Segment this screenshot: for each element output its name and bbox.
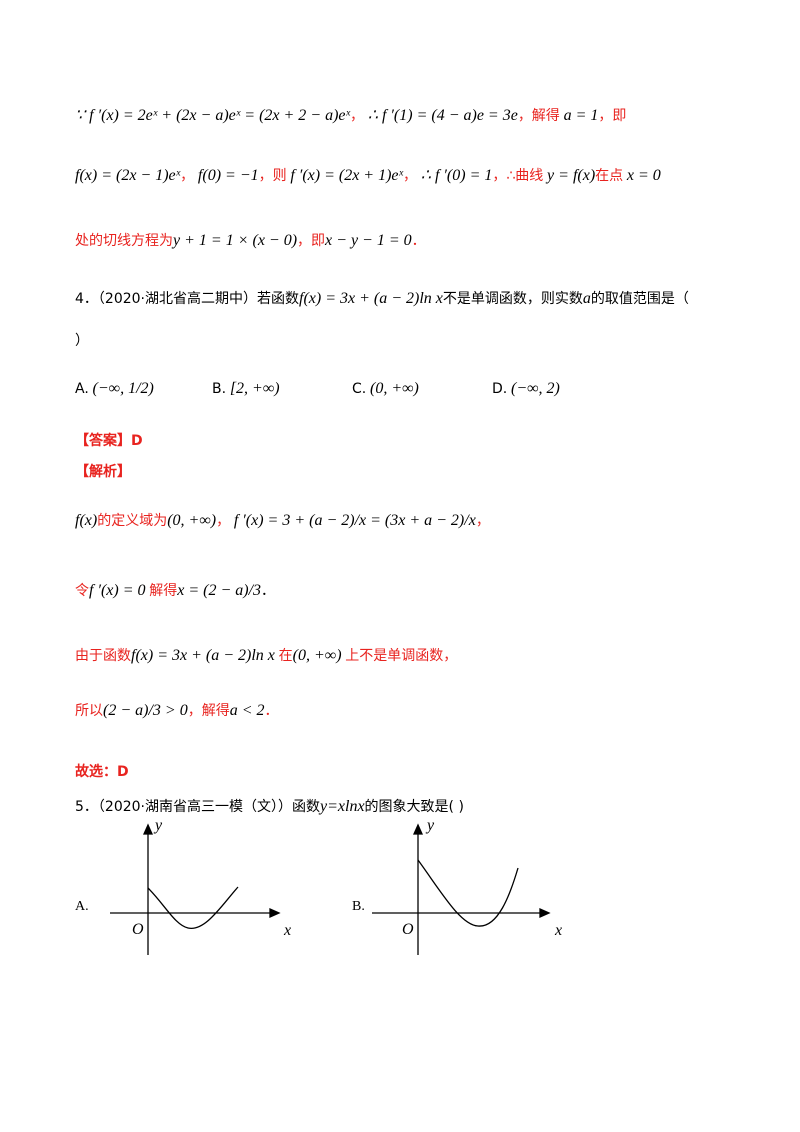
curve <box>417 859 519 927</box>
question-stem: 4．（2020·湖北省高二期中）若函数f(x) = 3x + (a − 2)ln… <box>75 288 689 308</box>
text: ． <box>261 583 276 599</box>
text-line: ∵ f ′(x) = 2eˣ + (2x − a)eˣ = (2x + 2 − … <box>75 105 626 125</box>
option: C. (0, +∞) <box>352 380 419 398</box>
text-line: 所以(2 − a)/3 > 0，解得a < 2． <box>75 700 279 720</box>
axis-label: x <box>283 922 291 939</box>
math: f(x) = 3x + (a − 2)ln x <box>299 290 443 307</box>
math: y + 1 = 1 × (x − 0) <box>173 232 298 249</box>
math: f ′(x) = (2x + 1)eˣ <box>290 167 404 184</box>
text: 4．（2020·湖北省高二期中）若函数 <box>75 291 299 307</box>
text: ，∴曲线 <box>492 168 544 184</box>
arrow <box>412 823 424 835</box>
math: x = 0 <box>626 167 661 184</box>
text: ，即 <box>297 233 326 249</box>
text: ，即 <box>598 108 627 124</box>
text: 的图象大致是( ) <box>364 799 464 815</box>
text: 所以 <box>75 703 103 719</box>
math: a = 1 <box>563 107 599 124</box>
math: (0, +∞) <box>369 380 419 397</box>
math: (0, +∞) <box>167 512 217 529</box>
text-line: 令f ′(x) = 0 解得x = (2 − a)/3． <box>75 580 275 600</box>
origin-label: O <box>132 921 144 938</box>
math: f(0) = −1 <box>197 167 259 184</box>
text: ， <box>475 513 490 529</box>
question-stem: 5．（2020·湖南省高三一模（文））函数y=xlnx的图象大致是( ) <box>75 796 464 816</box>
text: ， <box>216 513 231 529</box>
math: f(x) <box>75 512 98 529</box>
text: 在点 <box>595 168 624 184</box>
option-label: A. <box>75 381 89 397</box>
math: [2, +∞) <box>229 380 280 397</box>
arrow <box>269 907 281 919</box>
text: ， <box>350 108 365 124</box>
text: ，解得 <box>517 108 560 124</box>
answer: 【答案】D <box>75 433 143 449</box>
origin-label: O <box>402 921 414 938</box>
math: (−∞, 1/2) <box>92 380 154 397</box>
text: 的取值范围是（ <box>590 291 689 307</box>
option: D. (−∞, 2) <box>492 380 560 398</box>
conclusion: 故选：D <box>75 764 129 780</box>
math: f ′(x) = 0 <box>89 582 146 599</box>
text: 上不是单调函数， <box>345 648 458 664</box>
arrow <box>539 907 551 919</box>
text: 由于函数 <box>75 648 131 664</box>
math: x − y − 1 = 0 <box>325 232 412 249</box>
graph-label: B. <box>352 899 365 914</box>
axis-label: y <box>153 817 163 834</box>
math: f(x) = 3x + (a − 2)ln x <box>131 647 275 664</box>
text: 不是单调函数，则实数 <box>442 291 583 307</box>
text: ，则 <box>258 168 287 184</box>
graph-label: A. <box>75 899 89 914</box>
text: ． <box>411 233 426 249</box>
text: ， <box>403 168 418 184</box>
math: x = (2 − a)/3 <box>177 582 262 599</box>
text: 令 <box>75 583 89 599</box>
text: 处的切线方程为 <box>75 233 173 249</box>
math: y = f(x) <box>547 167 596 184</box>
graph-b <box>372 823 551 955</box>
text: 5．（2020·湖南省高三一模（文））函数 <box>75 799 320 815</box>
option: B. [2, +∞) <box>212 380 280 398</box>
text-line: f(x)的定义域为(0, +∞)， f ′(x) = 3 + (a − 2)/x… <box>75 510 490 530</box>
math: (2 − a)/3 > 0 <box>103 702 188 719</box>
curve <box>147 886 239 929</box>
math: (−∞, 2) <box>510 380 560 397</box>
math: y=xlnx <box>320 798 365 815</box>
math: ∵ f ′(x) = 2eˣ + (2x − a)eˣ = (2x + 2 − … <box>75 107 351 124</box>
text: ，解得 <box>187 703 230 719</box>
heading: 【解析】 <box>75 464 131 480</box>
text: ． <box>264 703 279 719</box>
axis-label: y <box>425 817 435 834</box>
text-line: 由于函数f(x) = 3x + (a − 2)ln x 在(0, +∞) 上不是… <box>75 645 457 665</box>
text: ） <box>75 333 89 349</box>
text: ， <box>180 168 195 184</box>
option-label: B. <box>212 381 227 397</box>
math: ∴ f ′(1) = (4 − a)e = 3e <box>367 107 518 124</box>
option-label: C. <box>352 381 367 397</box>
text: 的定义域为 <box>97 513 168 529</box>
graph-a <box>110 823 281 955</box>
math: ∴ f ′(0) = 1 <box>420 167 493 184</box>
math: a < 2 <box>229 702 265 719</box>
option: A. (−∞, 1/2) <box>75 380 154 398</box>
axis-label: x <box>554 922 562 939</box>
math: f(x) = (2x − 1)eˣ <box>75 167 181 184</box>
text: 解得 <box>149 583 178 599</box>
math: f ′(x) = 3 + (a − 2)/x = (3x + a − 2)/x <box>233 512 476 529</box>
math: a <box>582 290 591 307</box>
text-line: f(x) = (2x − 1)eˣ， f(0) = −1，则 f ′(x) = … <box>75 165 661 185</box>
text: 在 <box>278 648 293 664</box>
arrow <box>142 823 154 835</box>
math: (0, +∞) <box>292 647 342 664</box>
text-line: 处的切线方程为y + 1 = 1 × (x − 0)，即x − y − 1 = … <box>75 230 426 250</box>
option-label: D. <box>492 381 508 397</box>
